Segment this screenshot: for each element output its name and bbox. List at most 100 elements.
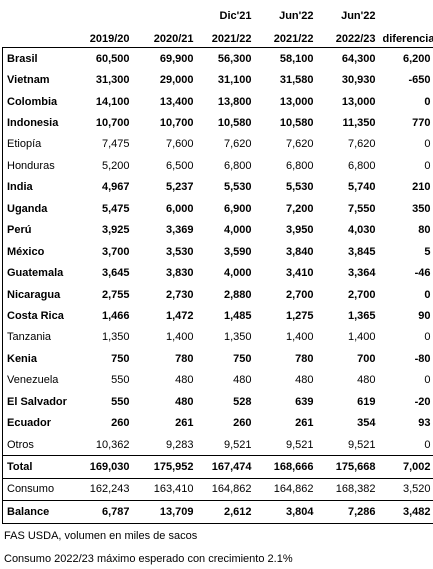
value-cell: 7,620 [347,138,376,151]
label-cell: India [2,176,75,199]
value-cell: 639 [295,395,314,408]
value-cell: -80 [414,352,431,365]
value-cell: 13,800 [217,95,252,108]
value-cell: 2,700 [285,288,314,301]
value-cell: 480 [233,374,252,387]
header-cell [75,0,133,24]
value-cell: 10,580 [217,117,252,130]
value-cell: 56,300 [217,52,252,65]
value-cell: 9,521 [223,438,252,451]
table-row: India 4,967 5,237 5,530 5,530 5,740 210 [2,176,433,199]
value-cell: 3,645 [101,267,130,280]
value-cell: 58,100 [279,52,314,65]
value-cell: 4,967 [101,181,130,194]
header-cell: 2022/23 [316,24,379,48]
label-cell: Balance [2,500,75,524]
label-cell: Perú [2,219,75,241]
table-row: México 3,700 3,530 3,590 3,840 3,845 5 [2,240,433,263]
value-cell: 2,755 [101,288,130,301]
header-cell [133,0,197,24]
value-cell: 5,200 [101,159,130,172]
value-cell: 1,275 [285,309,314,322]
value-cell: 7,620 [285,138,314,151]
value-cell: 5,475 [101,202,130,215]
value-cell: 3,925 [101,224,130,237]
value-cell: 2,700 [347,288,376,301]
value-cell: 0 [424,331,431,344]
label-cell: Indonesia [2,112,75,134]
value-cell: 1,472 [165,309,194,322]
value-cell: 9,521 [347,438,376,451]
value-cell: 1,400 [285,331,314,344]
value-cell: 3,369 [165,224,194,237]
header-row: 2019/20 2020/21 2021/22 2021/22 2022/23 difer… [2,24,433,48]
value-cell: 5,530 [285,181,314,194]
table-row: Costa Rica 1,466 1,472 1,485 1,275 1,365 90 [2,305,433,327]
value-cell: 3,700 [101,245,130,258]
value-cell: -46 [414,267,431,280]
table-row: Balance 6,787 13,709 2,612 3,804 7,286 3,482 [2,500,433,524]
value-cell: 480 [175,395,194,408]
header-cell: diferencia [378,24,433,48]
value-cell: 64,300 [341,52,376,65]
value-cell: 780 [175,352,194,365]
value-cell: 80 [418,224,431,237]
value-cell: 162,243 [89,483,130,496]
value-cell: 3,845 [347,245,376,258]
label-cell: Otros [2,433,75,456]
value-cell: 350 [412,202,431,215]
header-cell [379,0,433,24]
value-cell: 210 [412,181,431,194]
value-cell: 13,400 [159,95,194,108]
label-cell: Etiopía [2,133,75,156]
value-cell: 5,237 [165,181,194,194]
value-cell: 1,365 [347,309,376,322]
table-row: Vietnam 31,300 29,000 31,100 31,580 30,930 -65… [2,69,433,91]
value-cell: 6,800 [347,159,376,172]
value-cell: 175,952 [132,455,197,479]
value-cell: 354 [357,417,376,430]
label-cell: El Salvador [2,391,75,413]
value-cell: 4,030 [347,224,376,237]
table-row: Otros 10,362 9,283 9,521 9,521 9,521 0 [2,433,433,456]
value-cell: 13,709 [132,500,197,524]
label-cell: Honduras [2,155,75,177]
label-cell: Colombia [2,90,75,113]
header-cell: 2021/22 [196,24,255,48]
value-cell: 0 [424,95,431,108]
label-cell: Total [2,455,75,479]
value-cell: 11,350 [342,117,376,130]
value-cell: 6,787 [74,500,133,524]
value-cell: 1,485 [223,309,252,322]
value-cell: 0 [424,138,431,151]
table-row: Indonesia 10,700 10,700 10,580 10,580 11,350 7… [2,112,433,134]
label-cell: Brasil [2,47,75,70]
value-cell: 3,840 [285,245,314,258]
value-cell: 169,030 [74,455,133,479]
value-cell: 0 [424,159,431,172]
value-cell: 3,364 [347,267,376,280]
value-cell: 480 [357,374,376,387]
value-cell: 261 [175,417,194,430]
value-cell: 7,475 [101,138,130,151]
table-row: Kenia 750 780 750 780 700 -80 [2,348,433,370]
value-cell: 780 [295,352,314,365]
value-cell: 6,800 [285,159,314,172]
value-cell: 3,590 [223,245,252,258]
value-cell: 10,700 [159,117,194,130]
value-cell: 60,500 [95,52,130,65]
coffee-table: Dic'21 Jun'22 Jun'22 2019/20 2020/21 2021/22 2… [2,0,433,524]
label-cell: Guatemala [2,262,75,284]
value-cell: 4,000 [223,224,252,237]
value-cell: 1,350 [101,331,130,344]
value-cell: 175,668 [316,455,379,479]
table-row: Tanzania 1,350 1,400 1,350 1,400 1,400 0 [2,326,433,349]
value-cell: 480 [175,374,194,387]
table-row: Guatemala 3,645 3,830 4,000 3,410 3,364 -46 [2,262,433,284]
value-cell: 3,482 [378,500,433,524]
header-cell: 2020/21 [132,24,197,48]
value-cell: 528 [233,395,252,408]
value-cell: 7,200 [285,202,314,215]
value-cell: 7,002 [378,455,433,479]
